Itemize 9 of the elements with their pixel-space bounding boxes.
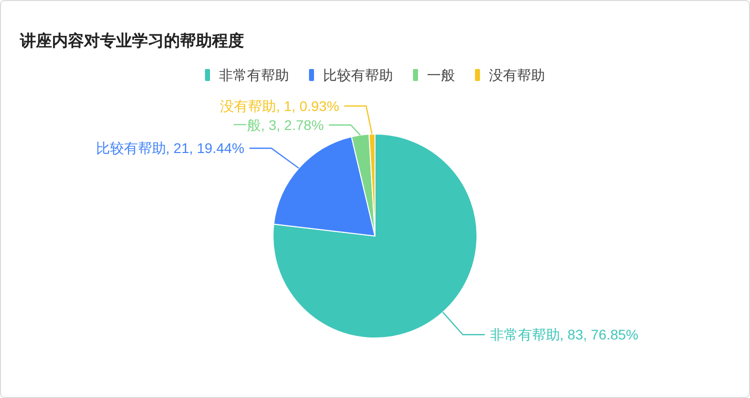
legend-label: 没有帮助	[489, 67, 545, 83]
data-label: 一般, 3, 2.78%	[232, 117, 324, 133]
data-label: 没有帮助, 1, 0.93%	[220, 98, 340, 114]
data-label: 非常有帮助, 83, 76.85%	[490, 326, 638, 343]
chart-title: 讲座内容对专业学习的帮助程度	[19, 31, 244, 50]
legend-label: 比较有帮助	[323, 67, 393, 83]
data-label: 比较有帮助, 21, 19.44%	[96, 140, 244, 156]
legend-label: 非常有帮助	[219, 67, 289, 83]
legend-label: 一般	[427, 67, 455, 83]
